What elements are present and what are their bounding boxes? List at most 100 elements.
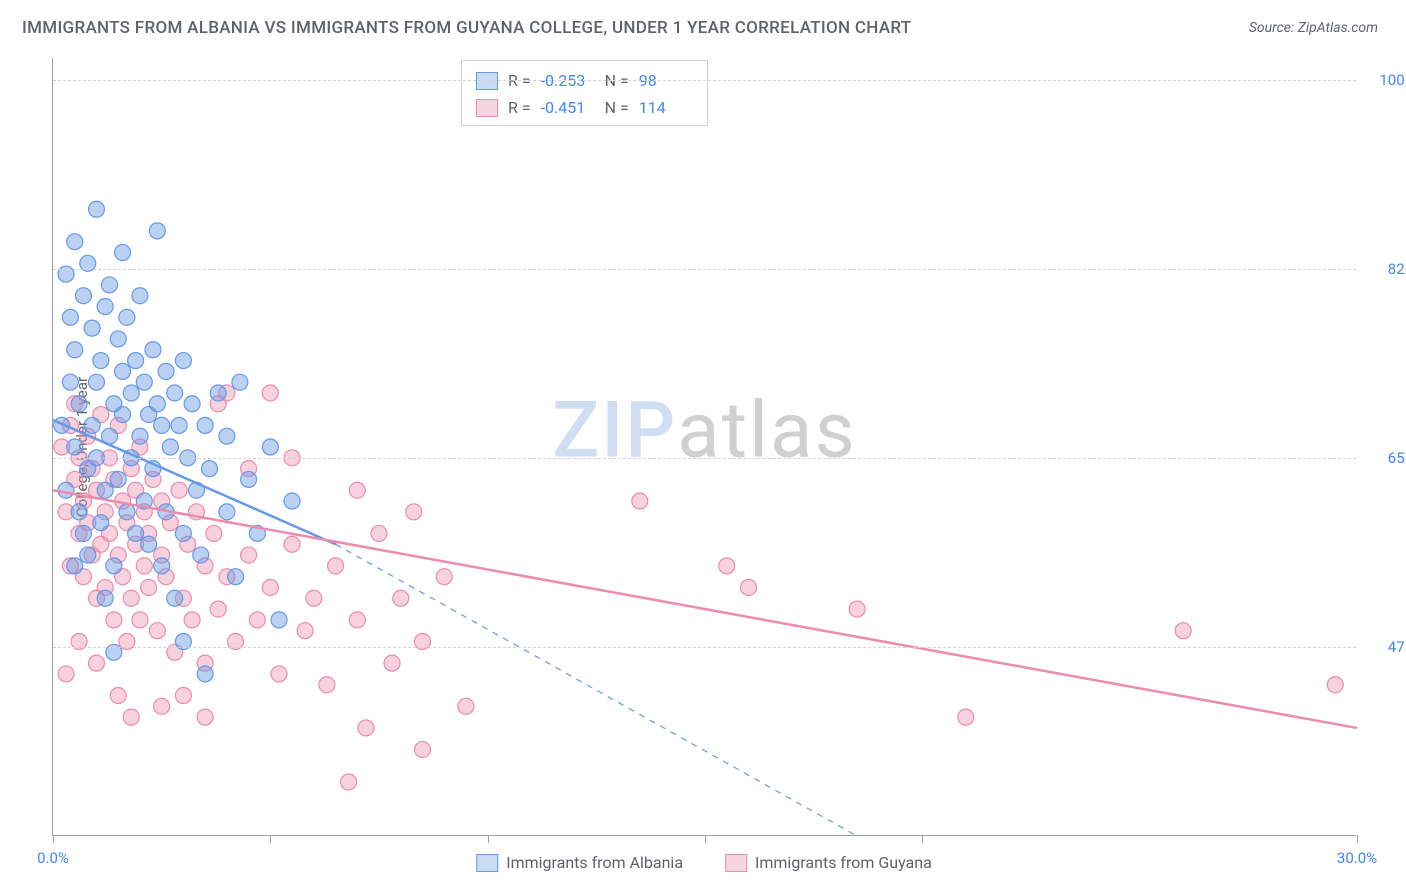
chart-title: IMMIGRANTS FROM ALBANIA VS IMMIGRANTS FR… [22, 18, 911, 38]
scatter-point [232, 374, 248, 390]
scatter-point [158, 363, 174, 379]
scatter-point [406, 504, 422, 520]
x-tick [922, 835, 923, 843]
n-value-guyana: 114 [639, 94, 693, 121]
scatter-point [136, 374, 152, 390]
scatter-point [371, 525, 387, 541]
scatter-point [93, 353, 109, 369]
scatter-point [271, 612, 287, 628]
scatter-point [154, 698, 170, 714]
gridline [53, 80, 1356, 81]
x-tick [1357, 835, 1358, 843]
scatter-point [132, 428, 148, 444]
scatter-point [162, 439, 178, 455]
scatter-point [193, 547, 209, 563]
scatter-point [141, 536, 157, 552]
scatter-point [71, 504, 87, 520]
scatter-point [306, 590, 322, 606]
scatter-point [71, 396, 87, 412]
y-tick-label: 47.5% [1368, 638, 1406, 656]
scatter-point [1327, 677, 1343, 693]
scatter-point [262, 385, 278, 401]
scatter-point [115, 407, 131, 423]
scatter-point [84, 417, 100, 433]
scatter-point [93, 515, 109, 531]
x-tick-label: 30.0% [1337, 849, 1377, 867]
scatter-point [284, 536, 300, 552]
scatter-point [123, 385, 139, 401]
scatter-point [97, 482, 113, 498]
legend-item-guyana: Immigrants from Guyana [725, 853, 932, 872]
scatter-point [284, 493, 300, 509]
scatter-point [62, 374, 78, 390]
scatter-point [393, 590, 409, 606]
scatter-point [414, 742, 430, 758]
y-tick-label: 100.0% [1368, 71, 1406, 89]
scatter-point [84, 320, 100, 336]
scatter-point [67, 439, 83, 455]
scatter-point [110, 471, 126, 487]
scatter-point [241, 547, 257, 563]
scatter-point [67, 234, 83, 250]
scatter-point [241, 471, 257, 487]
scatter-point [167, 590, 183, 606]
scatter-point [110, 688, 126, 704]
x-tick [53, 835, 54, 843]
scatter-point [219, 504, 235, 520]
swatch-albania-b [476, 854, 498, 872]
scatter-point [384, 655, 400, 671]
trend-line [53, 490, 1357, 728]
scatter-point [849, 601, 865, 617]
x-tick [488, 835, 489, 843]
legend-item-albania: Immigrants from Albania [476, 853, 683, 872]
scatter-point [175, 353, 191, 369]
scatter-point [75, 288, 91, 304]
scatter-point [262, 439, 278, 455]
y-tick-label: 65.0% [1368, 449, 1406, 467]
scatter-point [740, 579, 756, 595]
swatch-guyana-b [725, 854, 747, 872]
scatter-point [219, 428, 235, 444]
scatter-point [67, 342, 83, 358]
scatter-point [88, 655, 104, 671]
scatter-point [328, 558, 344, 574]
source-attribution: Source: ZipAtlas.com [1249, 20, 1378, 36]
scatter-point [197, 709, 213, 725]
n-label: N = [605, 94, 629, 121]
scatter-point [175, 688, 191, 704]
scatter-point [123, 590, 139, 606]
scatter-point [210, 601, 226, 617]
r-value-guyana: -0.451 [541, 94, 595, 121]
scatter-point [145, 342, 161, 358]
chart-area: College, Under 1 year ZIPatlas R = -0.25… [52, 58, 1356, 836]
scatter-point [102, 277, 118, 293]
scatter-point [154, 417, 170, 433]
scatter-point [175, 525, 191, 541]
series-legend: Immigrants from Albania Immigrants from … [476, 853, 932, 872]
scatter-point [80, 547, 96, 563]
y-tick-label: 82.5% [1368, 260, 1406, 278]
scatter-point [458, 698, 474, 714]
scatter-point [197, 666, 213, 682]
scatter-point [297, 623, 313, 639]
scatter-point [67, 558, 83, 574]
scatter-point [249, 612, 265, 628]
gridline [53, 647, 1356, 648]
scatter-point [171, 482, 187, 498]
gridline [53, 458, 1356, 459]
scatter-point [128, 525, 144, 541]
scatter-point [97, 590, 113, 606]
plot-region: ZIPatlas R = -0.253 N = 98 R = -0.451 N … [52, 58, 1356, 836]
scatter-point [58, 482, 74, 498]
scatter-point [149, 623, 165, 639]
scatter-point [110, 331, 126, 347]
scatter-point [106, 612, 122, 628]
r-label: R = [508, 94, 531, 121]
scatter-point [62, 309, 78, 325]
gridline [53, 269, 1356, 270]
scatter-point [88, 374, 104, 390]
scatter-point [75, 525, 91, 541]
x-tick [705, 835, 706, 843]
scatter-point [197, 417, 213, 433]
scatter-point [88, 201, 104, 217]
